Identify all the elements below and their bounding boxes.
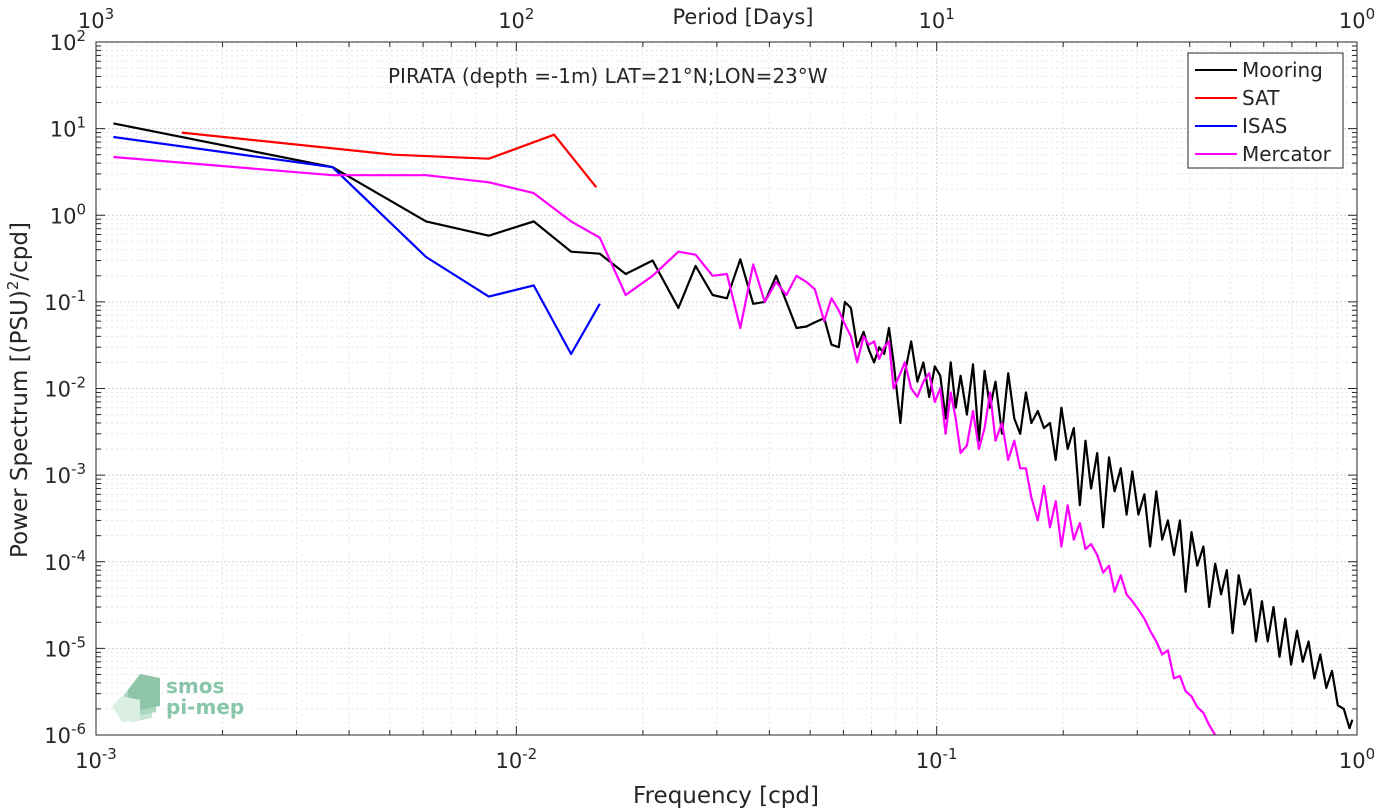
top-tick-labels: 103 102 101 100	[78, 5, 1375, 33]
y-tick-label-base: 10	[50, 31, 77, 55]
y-tick-label: 10-6	[44, 720, 86, 748]
series-line-isas	[113, 135, 601, 356]
y-tick-label: 100	[50, 200, 86, 228]
y-tick-label: 10-2	[44, 374, 86, 402]
legend-label-sat: SAT	[1242, 86, 1280, 110]
x-tick-label: 100	[1339, 745, 1375, 773]
legend-label-isas: ISAS	[1242, 114, 1287, 138]
top-tick-label-exponent: 0	[1366, 5, 1376, 23]
legend-item-mooring: Mooring	[1195, 58, 1323, 82]
top-tick-label: 100	[1339, 5, 1375, 33]
y-tick-label-exponent: -4	[71, 547, 86, 565]
x-tick-label-exponent: 0	[1366, 745, 1376, 763]
tick-marks	[95, 41, 1358, 736]
y-tick-label: 102	[50, 27, 86, 55]
top-tick-label: 103	[78, 5, 114, 33]
series-line-mercator	[113, 155, 1217, 736]
chart-title: PIRATA (depth =-1m) LAT=21°N;LON=23°W	[388, 64, 828, 88]
smos-pi-mep-logo: smos pi-mep	[112, 674, 244, 722]
y-tick-label-exponent: -3	[71, 460, 86, 478]
series-lines	[113, 122, 1354, 736]
legend: Mooring SAT ISAS Mercator	[1187, 52, 1344, 169]
y-tick-label-exponent: -1	[71, 287, 86, 305]
top-axis-label: Period [Days]	[673, 5, 814, 29]
watermark-emblem	[112, 674, 160, 722]
watermark-line-1: smos	[166, 674, 224, 698]
x-tick-label-base: 10	[1339, 749, 1366, 773]
y-tick-label: 10-1	[44, 287, 86, 315]
top-tick-label: 102	[498, 5, 534, 33]
top-tick-label-exponent: 3	[105, 5, 115, 23]
x-tick-label-base: 10	[75, 749, 102, 773]
watermark-line-2: pi-mep	[166, 695, 244, 719]
top-tick-label: 101	[919, 5, 955, 33]
y-tick-label-base: 10	[44, 637, 71, 661]
x-tick-labels: 10-3 10-2 10-1 100	[75, 745, 1375, 773]
top-tick-label-base: 10	[1339, 9, 1366, 33]
legend-item-isas: ISAS	[1195, 114, 1287, 138]
y-tick-label-exponent: -2	[71, 374, 86, 392]
top-tick-label-exponent: 1	[945, 5, 955, 23]
y-tick-label-exponent: 1	[76, 114, 86, 132]
y-tick-label-exponent: -5	[71, 633, 86, 651]
series-line-mooring	[113, 122, 1354, 730]
y-tick-label-base: 10	[44, 378, 71, 402]
x-tick-label-exponent: -3	[102, 745, 117, 763]
series-line-sat	[181, 131, 598, 188]
x-tick-label: 10-3	[75, 745, 117, 773]
plot-area	[96, 42, 1357, 735]
y-tick-label-exponent: 0	[76, 200, 86, 218]
x-tick-label-exponent: -2	[522, 745, 537, 763]
y-axis-label: Power Spectrum [(PSU)2/cpd]	[4, 222, 33, 558]
top-tick-label-base: 10	[498, 9, 525, 33]
x-axis-label: Frequency [cpd]	[633, 783, 819, 809]
y-tick-label: 10-3	[44, 460, 86, 488]
y-tick-label-exponent: 2	[76, 27, 86, 45]
top-tick-label-base: 10	[919, 9, 946, 33]
y-axis-label-tail: /cpd]	[7, 222, 33, 281]
x-tick-label-base: 10	[495, 749, 522, 773]
x-tick-label: 10-2	[495, 745, 537, 773]
legend-label-mercator: Mercator	[1242, 142, 1332, 166]
y-axis-label-main: Power Spectrum [(PSU)	[7, 290, 33, 558]
y-tick-label: 10-5	[44, 633, 86, 661]
x-tick-label: 10-1	[916, 745, 958, 773]
top-tick-label-exponent: 2	[525, 5, 535, 23]
y-tick-label-base: 10	[44, 464, 71, 488]
legend-item-sat: SAT	[1195, 86, 1280, 110]
y-tick-label: 101	[50, 114, 86, 142]
x-tick-label-base: 10	[916, 749, 943, 773]
y-tick-label-base: 10	[44, 291, 71, 315]
y-axis-label-superscript: 2	[4, 281, 22, 291]
y-tick-label: 10-4	[44, 547, 86, 575]
legend-item-mercator: Mercator	[1195, 142, 1332, 166]
y-tick-label-base: 10	[44, 551, 71, 575]
legend-label-mooring: Mooring	[1242, 58, 1323, 82]
top-tick-label-base: 10	[78, 9, 105, 33]
y-tick-label-base: 10	[50, 204, 77, 228]
y-tick-label-exponent: -6	[71, 720, 86, 738]
legend-box	[1187, 52, 1344, 169]
y-tick-label-base: 10	[44, 724, 71, 748]
y-tick-label-base: 10	[50, 118, 77, 142]
x-tick-label-exponent: -1	[943, 745, 958, 763]
